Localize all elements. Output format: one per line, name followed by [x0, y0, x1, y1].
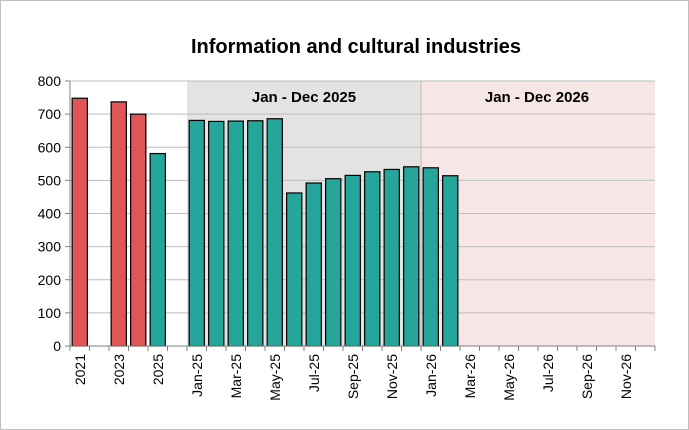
bar-jan-25 — [188, 119, 205, 347]
y-tick-label-500: 500 — [38, 172, 62, 188]
y-tick-labels: 0 100 200 300 400 500 600 700 800 — [38, 73, 62, 354]
bar-mar-25 — [227, 120, 244, 347]
x-tick-label-nov-25: Nov-25 — [384, 354, 400, 399]
band-labels: Jan - Dec 2025 Jan - Dec 2026 — [252, 89, 589, 106]
bar-2023 — [110, 101, 127, 347]
bars — [71, 97, 459, 347]
x-tick-label-2023: 2023 — [111, 354, 127, 385]
x-tick-label-2021: 2021 — [72, 354, 88, 385]
bar-jul-25 — [305, 182, 322, 347]
bar-oct-25 — [364, 171, 381, 347]
x-tick-label-nov-26: Nov-26 — [618, 354, 634, 399]
bar-aug-25 — [325, 178, 342, 347]
x-tick-label-may-25: May-25 — [267, 354, 283, 401]
axes — [69, 81, 656, 351]
x-tick-label-jul-26: Jul-26 — [540, 354, 556, 392]
x-tick-label-jul-25: Jul-25 — [306, 354, 322, 392]
band-label-jan-dec-2026: Jan - Dec 2026 — [485, 89, 589, 106]
x-tick-label-2025: 2025 — [150, 354, 166, 385]
bar-may-25 — [266, 118, 283, 347]
bar-2021 — [71, 97, 88, 347]
bar-feb-26 — [442, 175, 459, 347]
bar-jan-26 — [422, 167, 439, 347]
x-tick-label-may-26: May-26 — [501, 354, 517, 401]
y-tick-label-0: 0 — [53, 338, 61, 354]
x-tick-label-jan-25: Jan-25 — [189, 354, 205, 397]
bar-2025 — [149, 152, 166, 347]
y-tick-label-800: 800 — [38, 73, 62, 89]
y-tick-label-200: 200 — [38, 272, 62, 288]
y-tick-label-100: 100 — [38, 305, 62, 321]
x-tick-label-jan-26: Jan-26 — [423, 354, 439, 397]
y-tick-label-700: 700 — [38, 106, 62, 122]
bar-jun-25 — [286, 192, 303, 347]
chart-title: Information and cultural industries — [191, 36, 521, 58]
y-tick-label-400: 400 — [38, 206, 62, 222]
band-label-jan-dec-2025: Jan - Dec 2025 — [252, 89, 356, 106]
bar-sep-25 — [344, 174, 361, 347]
x-tick-label-mar-26: Mar-26 — [462, 354, 478, 399]
bar-2024 — [130, 113, 147, 347]
bar-nov-25 — [383, 168, 400, 347]
bar-apr-25 — [247, 120, 264, 347]
y-tick-label-600: 600 — [38, 139, 62, 155]
x-tick-label-sep-25: Sep-25 — [345, 354, 361, 399]
x-tick-label-mar-25: Mar-25 — [228, 354, 244, 399]
gridlines — [65, 80, 655, 347]
x-tick-labels: 2021 2023 2025 Jan-25 Mar-25 May-25 Jul-25 Sep-… — [72, 354, 634, 401]
bar-feb-25 — [208, 120, 225, 347]
bar-dec-25 — [403, 166, 420, 347]
y-tick-label-300: 300 — [38, 239, 62, 255]
x-tick-label-sep-26: Sep-26 — [579, 354, 595, 399]
